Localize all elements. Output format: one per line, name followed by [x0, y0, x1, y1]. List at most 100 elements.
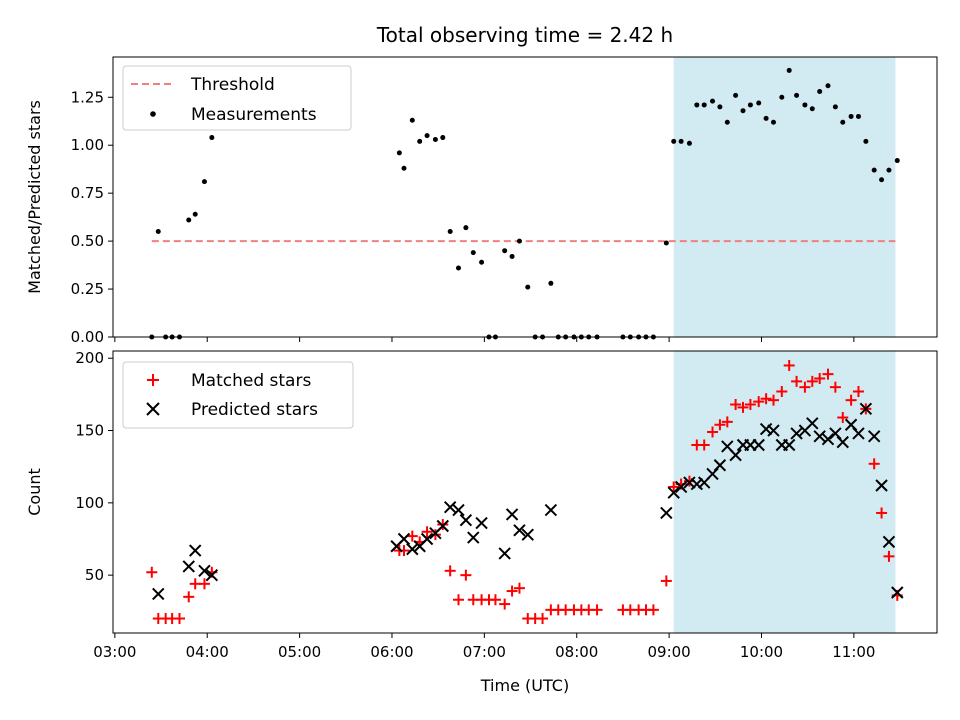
x-tick-label: 05:00	[278, 643, 321, 661]
measurement-point	[710, 98, 716, 104]
predicted-point	[875, 479, 888, 492]
matched-point	[744, 399, 756, 411]
x-tick-label: 09:00	[647, 643, 690, 661]
measurement-point	[724, 119, 730, 125]
matched-point	[444, 565, 456, 577]
measurement-point	[809, 106, 815, 112]
measurement-point	[894, 158, 900, 164]
matched-point	[437, 519, 449, 531]
matched-point	[730, 399, 742, 411]
y-tick-label: 1.00	[71, 136, 104, 154]
matched-point	[499, 598, 511, 610]
matched-point	[845, 394, 857, 406]
measurement-point	[817, 89, 823, 95]
y-tick-label: 0.75	[71, 184, 104, 202]
predicted-point	[420, 532, 434, 546]
count-legend-box	[122, 361, 354, 429]
measurement-point	[863, 138, 869, 144]
x-tick-label: 11:00	[832, 643, 875, 661]
measurement-point	[186, 217, 192, 223]
matched-point	[760, 393, 772, 405]
predicted-point	[859, 402, 873, 416]
predicted-point	[182, 560, 195, 573]
predicted-point	[498, 547, 511, 560]
measurement-point	[733, 92, 739, 98]
measurement-point	[763, 115, 769, 121]
predicted-point	[806, 417, 819, 430]
legend-predicted-swatch	[146, 402, 160, 416]
observing-window-highlight	[673, 351, 896, 633]
predicted-starsseries	[152, 402, 904, 601]
measurement-point	[886, 167, 892, 173]
count-y-axis-label: Count	[25, 468, 44, 516]
matched-point	[174, 613, 186, 625]
measurement-point	[516, 238, 522, 244]
matched-point	[814, 372, 826, 384]
measurement-point	[694, 102, 700, 108]
measurement-point	[794, 92, 800, 98]
legend-matched-swatch	[147, 374, 159, 386]
legend-matched-label: Matched stars	[191, 371, 311, 391]
count-y-ticks: 50 100 150 200	[75, 349, 113, 584]
x-tick-label: 08:00	[555, 643, 598, 661]
legend-threshold-label: Threshold	[190, 75, 275, 95]
measurement-point	[502, 248, 508, 254]
matched-point	[737, 401, 749, 413]
measurement-point	[786, 67, 792, 73]
measurement-point	[209, 135, 215, 141]
measurement-point	[447, 229, 453, 235]
measurement-point	[701, 102, 707, 108]
measurement-point	[417, 138, 423, 144]
x-axis-label: Time (UTC)	[480, 676, 569, 695]
matched-point	[489, 594, 501, 606]
predicted-point	[821, 433, 835, 446]
predicted-point	[198, 564, 211, 578]
y-tick-label: 0.25	[71, 280, 104, 298]
matched-point	[406, 530, 418, 542]
matched-point	[198, 578, 210, 590]
y-tick-label: 100	[75, 494, 104, 512]
ratio-x-ticks	[114, 337, 855, 342]
predicted-point	[767, 424, 780, 437]
ratio-legend-box	[122, 65, 352, 131]
matched-point	[837, 412, 849, 424]
matched-point	[767, 394, 779, 406]
matched-point	[791, 375, 803, 387]
predicted-point	[544, 503, 558, 517]
predicted-point	[475, 516, 488, 530]
measurement-point	[424, 133, 430, 139]
x-tick-label: 03:00	[93, 643, 136, 661]
measurement-point	[548, 280, 554, 286]
ratio-plot-area	[149, 67, 900, 340]
predicted-point	[152, 587, 165, 601]
predicted-point	[713, 459, 727, 472]
y-tick-label: 1.25	[71, 88, 104, 106]
predicted-point	[836, 435, 849, 449]
predicted-point	[790, 427, 803, 440]
matched-point	[776, 385, 788, 397]
predicted-point	[521, 528, 534, 541]
matched-point	[698, 439, 710, 451]
measurement-point	[525, 284, 531, 290]
measurement-point	[440, 135, 446, 141]
measurement-point	[848, 113, 854, 119]
measurement-point	[409, 117, 415, 123]
predicted-point	[660, 506, 673, 520]
measurement-point	[871, 167, 877, 173]
predicted-point	[189, 544, 202, 557]
x-tick-label: 06:00	[370, 643, 413, 661]
measurement-point	[802, 102, 808, 108]
legend-measurements-swatch	[150, 111, 156, 117]
matched-point	[829, 381, 841, 393]
measurement-point	[855, 113, 861, 119]
measurement-point	[832, 104, 838, 110]
predicted-point	[513, 524, 526, 537]
legend-measurements-label: Measurements	[191, 105, 317, 125]
ratio-axes-frame	[112, 56, 938, 338]
matched-point	[714, 419, 726, 431]
measurement-point	[401, 165, 407, 171]
predicted-point	[452, 503, 465, 517]
matched-point	[707, 426, 719, 438]
predicted-point	[667, 486, 680, 499]
measurement-point	[463, 225, 469, 231]
